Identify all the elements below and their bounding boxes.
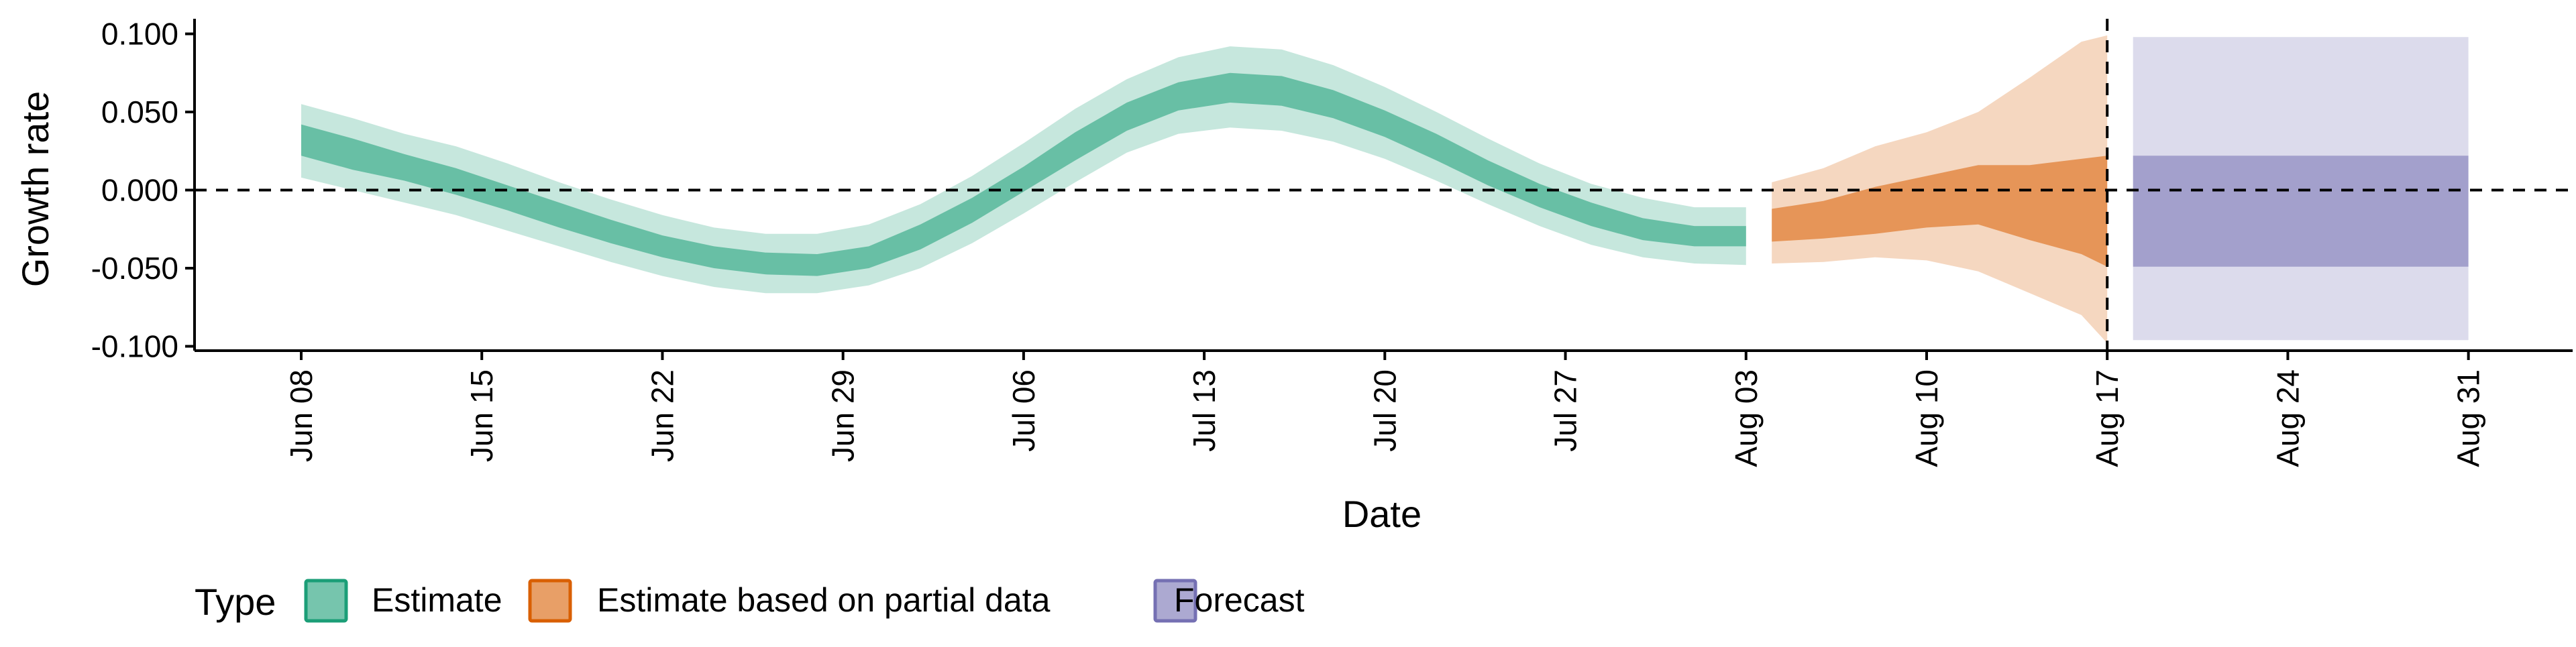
x-tick-label: Aug 31 <box>2451 369 2486 467</box>
x-tick-label: Jul 20 <box>1367 369 1402 452</box>
x-tick-label: Jul 13 <box>1187 369 1222 452</box>
x-axis-title: Date <box>1342 493 1421 535</box>
legend-key-0 <box>304 579 348 623</box>
y-tick-label: 0.000 <box>101 173 178 208</box>
x-tick-label: Aug 03 <box>1729 369 1764 467</box>
y-tick-label: -0.050 <box>91 251 178 286</box>
x-tick-label: Aug 17 <box>2090 369 2125 467</box>
legend: Type Estimate Estimate based on partial d… <box>195 579 1305 623</box>
legend-label-2: Forecast <box>1174 581 1305 619</box>
legend-label-1: Estimate based on partial data <box>597 581 1051 619</box>
y-axis-title: Growth rate <box>14 91 56 288</box>
x-tick-label: Jun 22 <box>645 369 680 462</box>
x-tick-label: Aug 10 <box>1909 369 1944 467</box>
x-tick-label: Jun 08 <box>284 369 319 462</box>
y-tick-label: 0.050 <box>101 95 178 129</box>
series-1-band-50 <box>1772 156 2108 267</box>
y-tick-label: -0.100 <box>91 329 178 364</box>
legend-title: Type <box>195 581 276 623</box>
legend-label-0: Estimate <box>372 581 502 619</box>
x-tick-label: Jul 27 <box>1548 369 1583 452</box>
x-tick-label: Aug 24 <box>2270 369 2305 467</box>
x-tick-label: Jun 15 <box>464 369 499 462</box>
legend-key-2 <box>1153 579 1197 623</box>
series-2-band-50 <box>2133 156 2469 267</box>
x-tick-label: Jul 06 <box>1006 369 1041 452</box>
series-0-band-50 <box>301 72 1746 276</box>
y-tick-label: 0.100 <box>101 17 178 52</box>
legend-key-1 <box>528 579 572 623</box>
x-tick-label: Jun 29 <box>826 369 861 462</box>
